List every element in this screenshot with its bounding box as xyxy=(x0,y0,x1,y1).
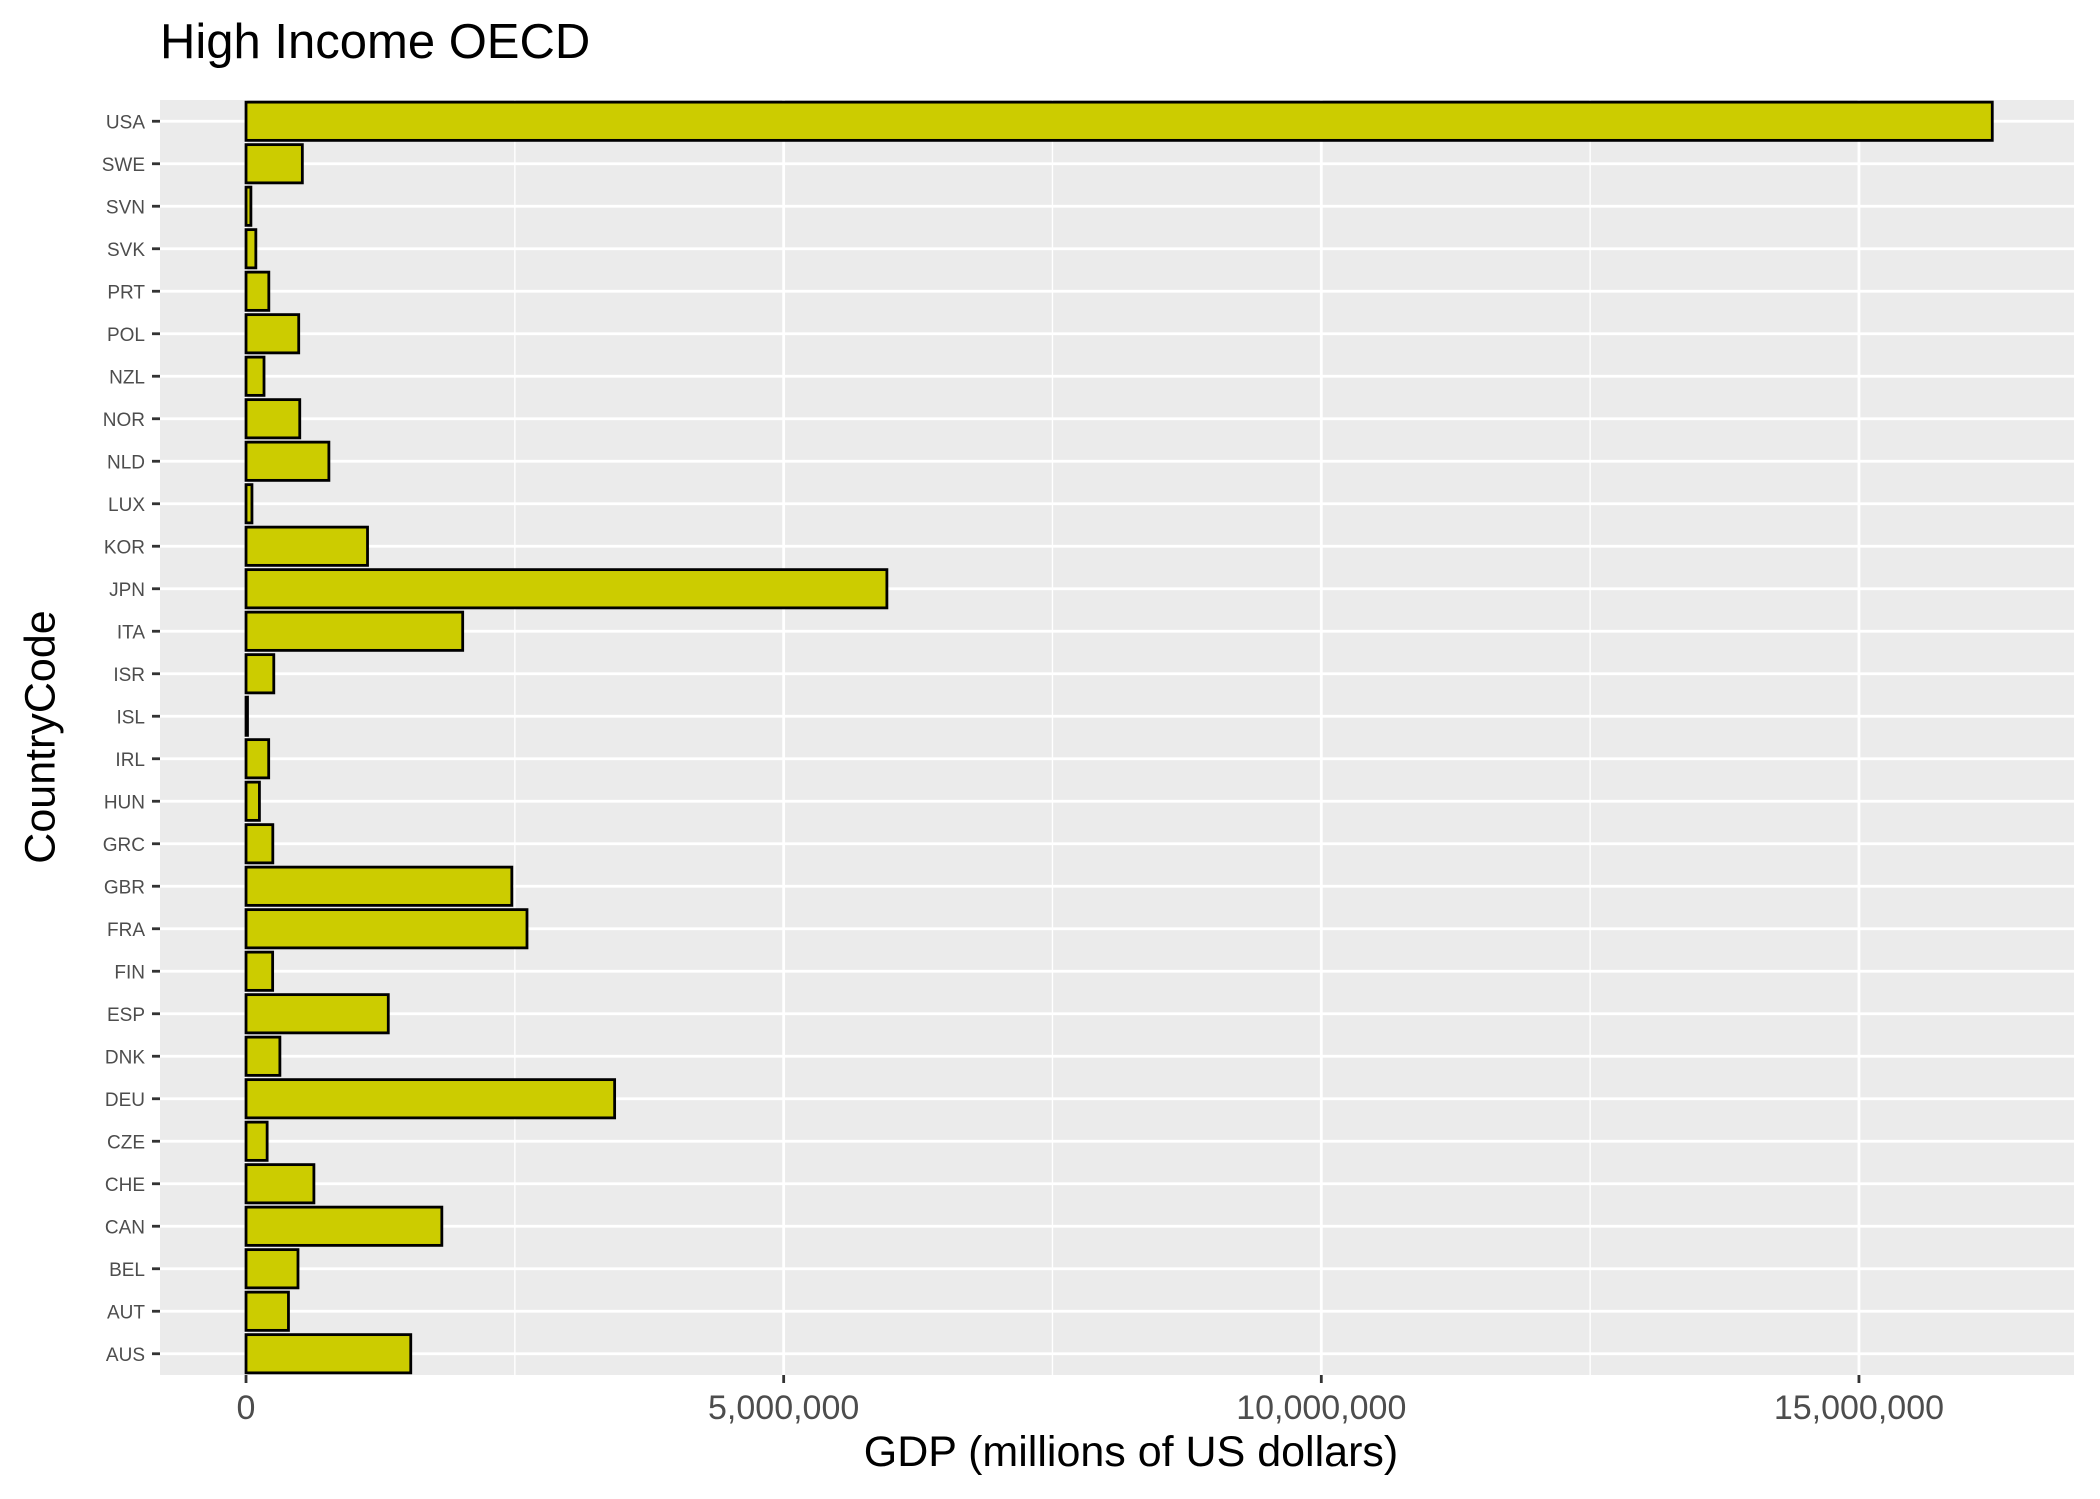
y-tick-label: SVN xyxy=(106,197,145,218)
bar-grc xyxy=(244,823,275,865)
bar-can xyxy=(244,1205,444,1247)
y-tick-label: ISL xyxy=(116,707,145,728)
x-axis-title-text: GDP (millions of US dollars) xyxy=(863,1428,1399,1476)
y-tick-label: ITA xyxy=(117,622,145,643)
bar-aus xyxy=(244,1333,413,1375)
bar-nzl xyxy=(244,355,266,397)
y-tick-label: CHE xyxy=(105,1175,145,1196)
y-tick-label: JPN xyxy=(109,580,145,601)
bar-isr xyxy=(244,653,276,695)
y-tick-label: ESP xyxy=(107,1005,145,1026)
bar-nor xyxy=(244,398,302,440)
y-tick-label: GBR xyxy=(104,877,145,898)
bar-prt xyxy=(244,270,271,312)
chart-title: High Income OECD xyxy=(160,15,591,69)
bar-che xyxy=(244,1163,316,1205)
y-tick-label: PRT xyxy=(107,282,145,303)
y-axis-title: CountryCode xyxy=(16,610,65,864)
bar-deu xyxy=(244,1078,617,1120)
y-tick-label: AUT xyxy=(107,1302,145,1323)
y-tick-label: USA xyxy=(106,112,145,133)
y-tick-label: SVK xyxy=(107,240,145,261)
y-axis: AUS AUT BEL CAN CHE CZE DEU DNK ESP FIN FRA GBR GRC H… xyxy=(102,112,160,1366)
bar-isl xyxy=(244,695,249,737)
bar-bel xyxy=(244,1248,300,1290)
y-tick-label: ISR xyxy=(113,665,145,686)
y-tick-label: NLD xyxy=(107,452,145,473)
y-tick-label: LUX xyxy=(108,495,145,516)
y-tick-label: NOR xyxy=(103,410,145,431)
y-tick-label: SWE xyxy=(102,155,145,176)
bar-pol xyxy=(244,313,301,355)
plot-panel xyxy=(160,100,2074,1375)
bar-hun xyxy=(244,780,261,822)
bar-fin xyxy=(244,950,275,992)
y-tick-label: POL xyxy=(107,325,145,346)
bar-nld xyxy=(244,440,331,482)
bar-jpn xyxy=(244,568,889,610)
bars xyxy=(244,100,1994,1375)
bar-dnk xyxy=(244,1035,282,1077)
bar-swe xyxy=(244,143,304,185)
bar-usa xyxy=(244,100,1994,142)
y-tick-label: AUS xyxy=(106,1345,145,1366)
bar-aut xyxy=(244,1290,290,1332)
bar-cze xyxy=(244,1120,269,1162)
y-tick-label: IRL xyxy=(115,750,145,771)
y-tick-label: CZE xyxy=(107,1132,145,1153)
x-axis-title: GDP (millions of US dollars) xyxy=(0,1428,2100,1477)
y-tick-label: DEU xyxy=(105,1090,145,1111)
y-tick-label: NZL xyxy=(109,367,145,388)
bar-gbr xyxy=(244,865,514,907)
grid-minor xyxy=(514,100,1591,1375)
x-tick-label: 5,000,000 xyxy=(708,1389,859,1427)
grid-major xyxy=(160,100,2074,1375)
bar-esp xyxy=(244,993,390,1035)
y-tick-label: FIN xyxy=(114,962,145,983)
y-tick-label: BEL xyxy=(109,1260,145,1281)
y-tick-label: CAN xyxy=(105,1217,145,1238)
x-tick-label: 15,000,000 xyxy=(1774,1389,1944,1427)
y-tick-label: HUN xyxy=(104,792,145,813)
bar-irl xyxy=(244,738,271,780)
bar-svn xyxy=(244,185,253,227)
bar-kor xyxy=(244,525,369,567)
y-tick-label: GRC xyxy=(103,835,145,856)
y-tick-label: KOR xyxy=(104,537,145,558)
x-tick-label: 10,000,000 xyxy=(1236,1389,1406,1427)
x-axis: 0 5,000,000 10,000,000 15,000,000 xyxy=(237,1375,1944,1427)
y-tick-label: FRA xyxy=(107,920,145,941)
bar-lux xyxy=(244,483,254,525)
bar-svk xyxy=(244,228,258,270)
y-tick-label: DNK xyxy=(105,1047,145,1068)
bar-ita xyxy=(244,610,465,652)
x-tick-label: 0 xyxy=(237,1389,256,1427)
bar-fra xyxy=(244,908,529,950)
